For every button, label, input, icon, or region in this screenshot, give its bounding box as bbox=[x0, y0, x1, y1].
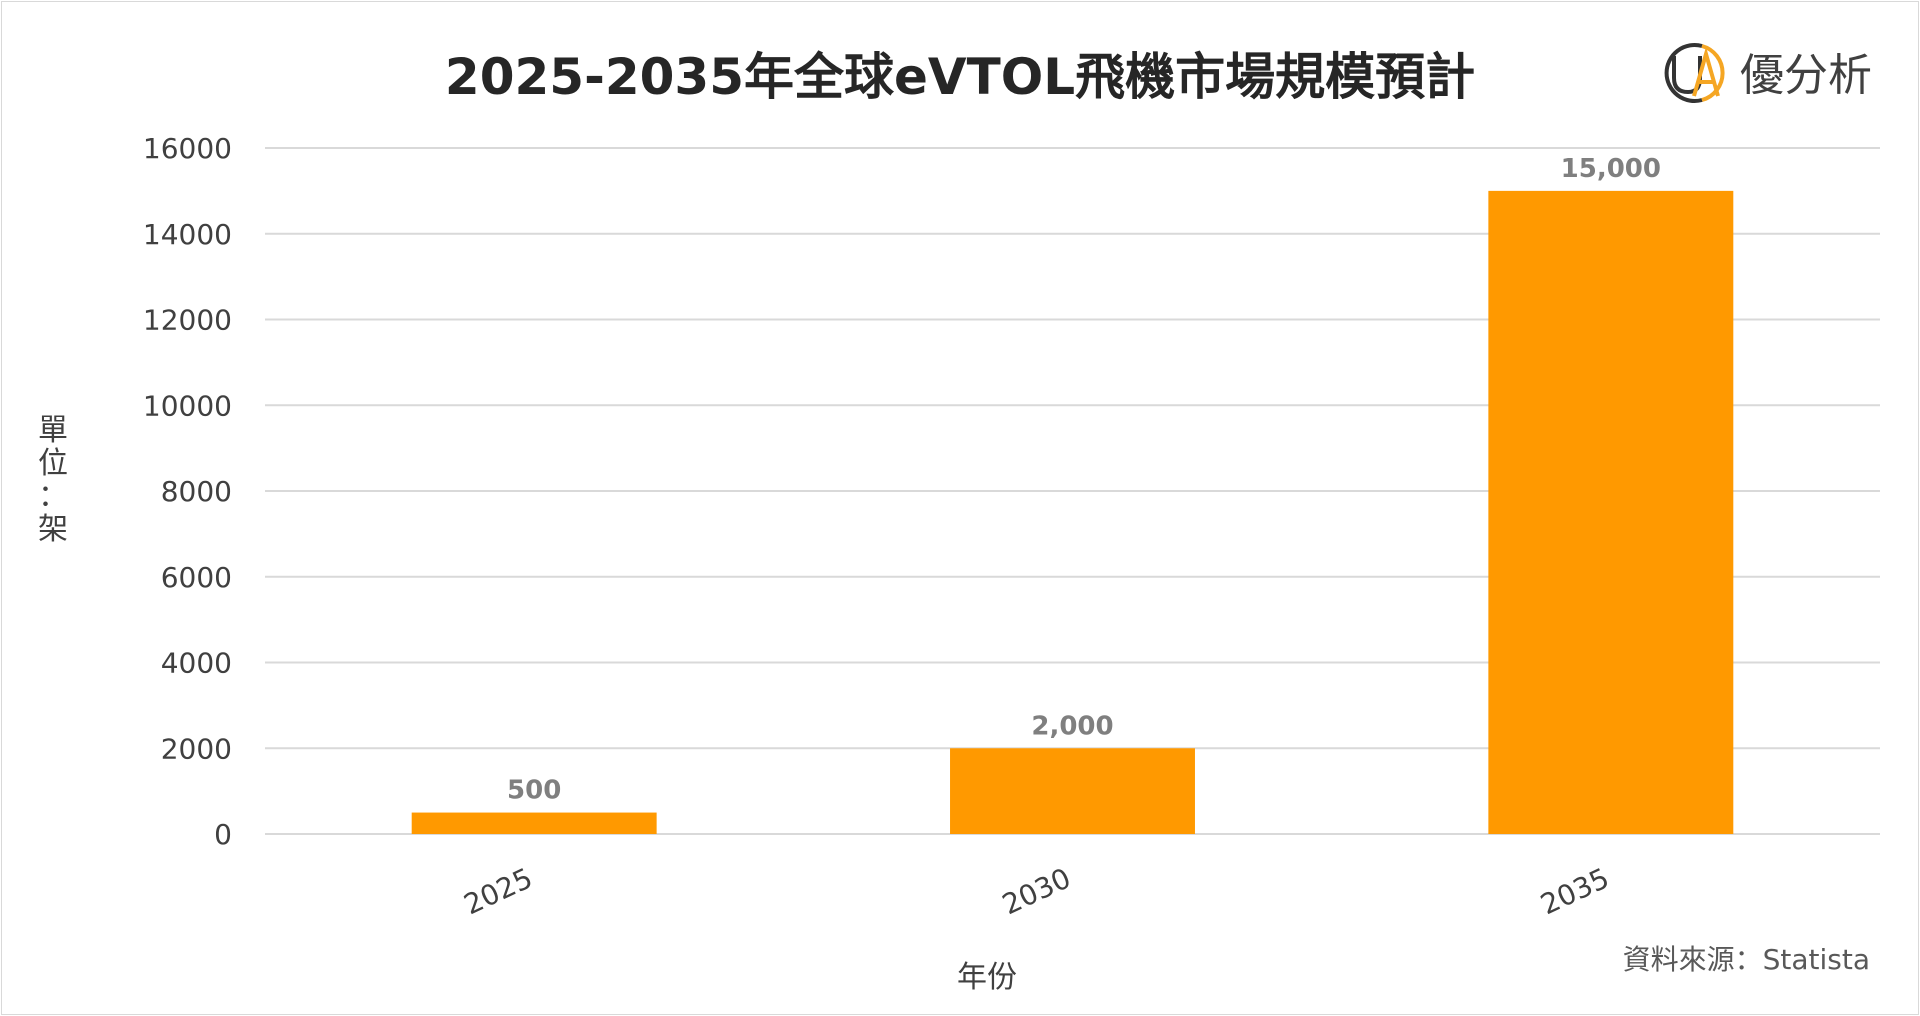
x-axis-ticks: 2025 2030 2035 bbox=[459, 861, 1614, 921]
y-axis-ticks: 0 2000 4000 6000 8000 10000 12000 14000 16000 bbox=[143, 132, 232, 851]
x-axis-title: 年份 bbox=[957, 960, 1017, 995]
brand-name: 優分析 bbox=[1740, 50, 1872, 101]
y-tick-label: 6000 bbox=[161, 561, 232, 594]
x-tick-label: 2025 bbox=[459, 861, 538, 921]
y-axis-title-char: 位 bbox=[38, 446, 68, 481]
y-axis-title-char: 單 bbox=[38, 413, 68, 448]
bar-2030 bbox=[950, 748, 1195, 834]
y-tick-label: 10000 bbox=[143, 389, 232, 422]
y-tick-label: 12000 bbox=[143, 304, 232, 337]
y-tick-label: 0 bbox=[214, 818, 232, 851]
data-label-2030: 2,000 bbox=[1031, 711, 1113, 741]
y-axis-title-char: ： bbox=[38, 479, 68, 514]
y-tick-label: 14000 bbox=[143, 218, 232, 251]
source-note: 資料來源：Statista bbox=[1623, 943, 1870, 976]
bar-2025 bbox=[411, 812, 657, 834]
bar-2035 bbox=[1488, 190, 1734, 834]
bars bbox=[411, 190, 1734, 834]
chart-title: 2025-2035年全球eVTOL飛機市場規模預計 bbox=[445, 48, 1475, 106]
y-tick-label: 16000 bbox=[143, 132, 232, 165]
x-tick-label: 2035 bbox=[1536, 861, 1615, 921]
brand-logo: 優分析 bbox=[1664, 43, 1872, 103]
x-tick-label: 2030 bbox=[997, 861, 1076, 921]
y-tick-label: 4000 bbox=[161, 647, 232, 680]
y-axis-title: 單位：架 bbox=[38, 413, 68, 547]
ua-logo-icon bbox=[1664, 43, 1725, 103]
y-tick-label: 2000 bbox=[161, 732, 232, 765]
data-label-2025: 500 bbox=[507, 776, 561, 806]
data-label-2035: 15,000 bbox=[1561, 154, 1661, 184]
y-tick-label: 8000 bbox=[161, 475, 232, 508]
y-axis-title-char: 架 bbox=[38, 512, 68, 547]
data-labels: 500 2,000 15,000 bbox=[507, 154, 1661, 806]
